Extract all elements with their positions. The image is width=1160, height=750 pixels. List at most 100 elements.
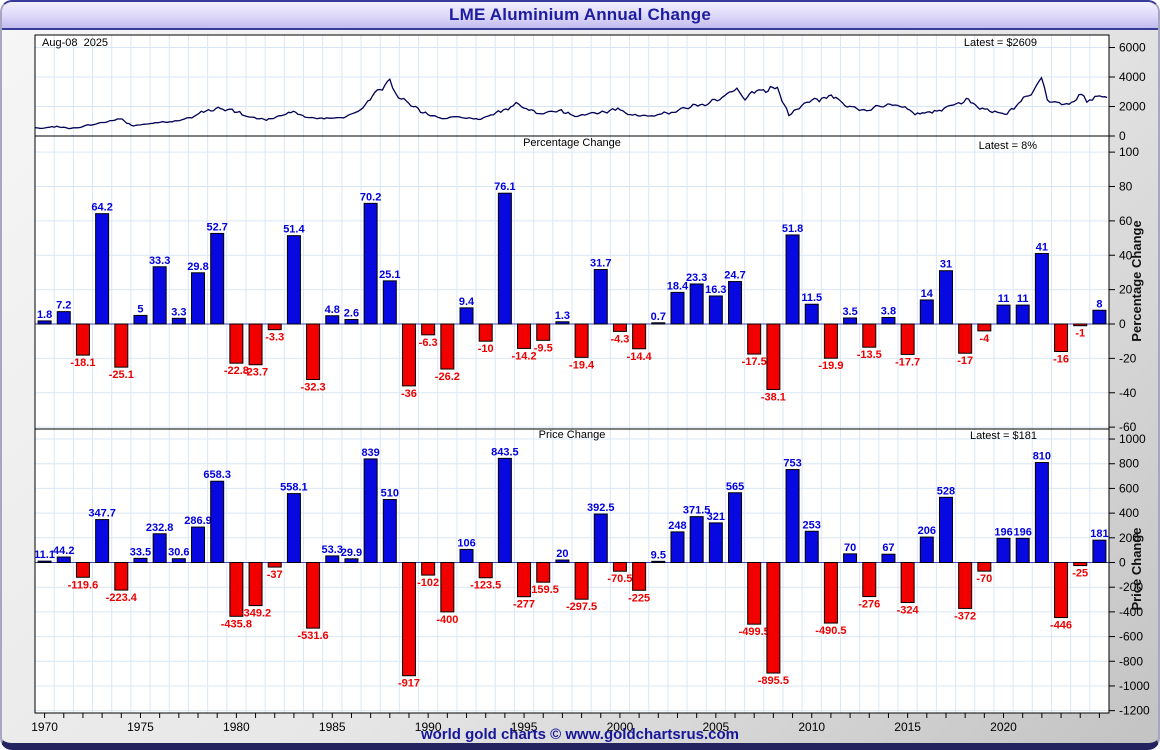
price-axis-title: Price Change <box>1129 527 1144 611</box>
y-tick-label: 60 <box>1119 214 1133 228</box>
bar-2011 <box>823 323 838 359</box>
bar-1985 <box>325 555 340 563</box>
bar-label-2008: -895.5 <box>758 675 789 687</box>
bar-1984 <box>306 323 321 381</box>
bar-2002 <box>651 560 666 563</box>
bar-2022 <box>1034 253 1049 325</box>
y-tick-label: -400 <box>1119 605 1143 619</box>
bar-label-1993: -123.5 <box>470 580 501 592</box>
bar-1998 <box>574 323 589 358</box>
bar-label-1979: 52.7 <box>206 221 227 233</box>
bar-label-1996: -9.5 <box>534 342 553 354</box>
y-tick-label: -800 <box>1119 654 1143 668</box>
bar-label-2018: -372 <box>954 610 976 622</box>
bar-1972 <box>75 562 90 578</box>
bar-label-2006: 24.7 <box>724 270 745 282</box>
bar-1987 <box>363 458 378 563</box>
bar-label-1990: -102 <box>417 577 439 589</box>
bar-2014 <box>881 553 896 563</box>
bar-1990 <box>421 562 436 576</box>
x-tick-label-2000: 2000 <box>607 720 634 734</box>
bar-1976 <box>152 533 167 564</box>
bar-label-2020: 196 <box>994 526 1012 538</box>
bar-1997 <box>555 559 570 564</box>
bar-label-1989: -36 <box>401 388 417 400</box>
bar-label-2000: -4.3 <box>610 333 629 345</box>
bar-label-2008: -38.1 <box>761 391 786 403</box>
y-tick-label: 0 <box>1119 129 1126 143</box>
bar-label-1970: 1.8 <box>37 309 52 321</box>
bar-2009 <box>785 234 800 325</box>
bar-2011 <box>823 562 838 624</box>
y-tick-label: -20 <box>1119 351 1137 365</box>
bar-label-1999: 392.5 <box>587 502 615 514</box>
bar-label-2004: 371.5 <box>683 505 711 517</box>
bar-label-2005: 16.3 <box>705 284 726 296</box>
bar-1977 <box>171 317 186 325</box>
bar-2000 <box>612 323 627 332</box>
bar-1983 <box>286 493 301 564</box>
bar-label-2011: -490.5 <box>815 625 846 637</box>
bar-label-2001: -225 <box>628 592 650 604</box>
bar-label-1985: 53.3 <box>322 544 343 556</box>
bar-2006 <box>728 492 743 564</box>
bar-2017 <box>938 270 953 325</box>
y-tick-label: 0 <box>1119 317 1126 331</box>
bar-label-1984: -531.6 <box>297 630 328 642</box>
x-tick-label-1970: 1970 <box>31 720 58 734</box>
percentage-axis-title: Percentage Change <box>1129 220 1144 342</box>
bar-1999 <box>593 513 608 564</box>
bar-label-2024: -1 <box>1075 328 1085 340</box>
bar-1993 <box>478 562 493 579</box>
bar-label-1977: 3.3 <box>171 306 186 318</box>
bar-2019 <box>977 562 992 572</box>
bar-label-2002: 0.7 <box>651 311 666 323</box>
bar-label-1974: -223.4 <box>106 592 138 604</box>
bar-label-1983: 51.4 <box>283 224 305 236</box>
bar-label-2002: 9.5 <box>651 549 666 561</box>
bar-1986 <box>344 558 359 563</box>
bar-1988 <box>382 280 397 325</box>
y-tick-label: 6000 <box>1119 41 1146 55</box>
bar-1982 <box>267 323 282 331</box>
bar-label-1989: -917 <box>398 678 420 690</box>
bar-label-2013: -13.5 <box>857 349 882 361</box>
bar-1971 <box>56 556 71 564</box>
bar-1997 <box>555 321 570 325</box>
bar-label-1988: 25.1 <box>379 269 400 281</box>
bar-1976 <box>152 266 167 325</box>
bar-label-1993: -10 <box>478 343 494 355</box>
y-tick-label: 4000 <box>1119 70 1146 84</box>
y-tick-label: 100 <box>1119 145 1139 159</box>
bar-2025 <box>1092 539 1107 564</box>
bar-label-1980: -435.8 <box>221 618 252 630</box>
bar-2016 <box>919 536 934 563</box>
bar-2010 <box>804 530 819 563</box>
x-tick-label-1975: 1975 <box>127 720 154 734</box>
y-tick-label: -1000 <box>1119 679 1150 693</box>
y-tick-label: 20 <box>1119 283 1133 297</box>
bar-label-1973: 347.7 <box>88 508 116 520</box>
bar-2025 <box>1092 309 1107 325</box>
x-tick-label-2005: 2005 <box>702 720 729 734</box>
bar-1983 <box>286 235 301 325</box>
bar-1974 <box>114 323 129 368</box>
bar-2000 <box>612 562 627 572</box>
bar-label-1985: 4.8 <box>325 304 340 316</box>
bar-label-2021: 196 <box>1014 526 1032 538</box>
bar-label-1975: 5 <box>137 303 143 315</box>
bar-2024 <box>1073 562 1088 567</box>
bar-2004 <box>689 283 704 325</box>
bar-label-1994: 76.1 <box>494 181 515 193</box>
bar-label-2007: -499.5 <box>739 626 770 638</box>
y-tick-label: 400 <box>1119 506 1139 520</box>
bar-1981 <box>248 323 263 366</box>
bar-label-1974: -25.1 <box>109 369 134 381</box>
bar-1978 <box>191 526 206 564</box>
y-tick-label: -200 <box>1119 580 1143 594</box>
bar-1985 <box>325 315 340 325</box>
y-tick-label: 0 <box>1119 556 1126 570</box>
bar-label-1982: -37 <box>267 569 283 581</box>
bar-label-2016: 14 <box>921 288 934 300</box>
